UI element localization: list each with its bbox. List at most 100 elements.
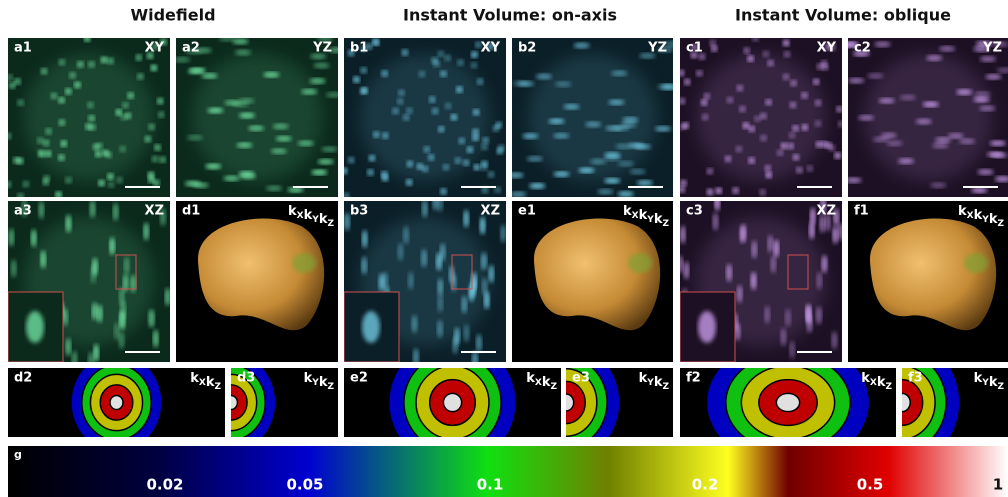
- bead: [518, 81, 534, 87]
- bead: [382, 132, 389, 139]
- bead: [454, 157, 461, 164]
- bead: [790, 80, 797, 87]
- bead: [628, 142, 644, 148]
- k-symbol: k: [304, 371, 313, 386]
- colorbar-tick-label: 1: [993, 476, 1003, 494]
- bead: [88, 115, 95, 122]
- bead: [437, 320, 443, 338]
- bead: [55, 191, 62, 198]
- panel-image: [344, 193, 506, 370]
- bead: [65, 88, 72, 95]
- bead: [445, 102, 452, 109]
- panel-image: [848, 201, 1008, 362]
- inset-bead: [362, 311, 380, 343]
- bead: [472, 134, 479, 141]
- bead: [930, 182, 946, 188]
- bead: [397, 98, 404, 105]
- bead: [985, 74, 1001, 80]
- bead: [422, 200, 428, 218]
- bead: [529, 183, 545, 189]
- bead: [240, 174, 256, 180]
- bead: [158, 111, 165, 118]
- bead: [932, 143, 948, 149]
- bead: [362, 230, 368, 248]
- bead: [38, 201, 44, 219]
- bead: [815, 141, 822, 148]
- bead: [706, 168, 713, 175]
- bead: [127, 92, 134, 99]
- k-subscript: Z: [327, 382, 334, 392]
- bead: [107, 57, 114, 64]
- bead: [17, 193, 24, 200]
- bead: [450, 114, 457, 121]
- bead: [481, 164, 488, 171]
- bead: [65, 177, 72, 184]
- k-symbol: k: [639, 371, 648, 386]
- panel-label: c3: [686, 204, 703, 219]
- bead: [618, 191, 634, 197]
- panel-image: [8, 353, 225, 452]
- bead: [45, 150, 52, 157]
- bead: [144, 135, 151, 142]
- bead: [263, 72, 279, 78]
- bead: [935, 137, 951, 143]
- otf-spot: [628, 253, 652, 273]
- bead: [762, 51, 769, 58]
- bead: [916, 119, 932, 125]
- bead: [481, 252, 487, 270]
- bead: [98, 180, 105, 187]
- bead: [341, 167, 348, 174]
- bead: [413, 348, 419, 366]
- bead: [555, 81, 571, 87]
- bead: [406, 107, 413, 114]
- bead: [618, 161, 634, 167]
- bead: [726, 264, 732, 282]
- k-subscript: X: [870, 378, 877, 388]
- bead: [748, 157, 755, 164]
- panel-label: d2: [14, 371, 32, 386]
- bead: [677, 256, 683, 274]
- panel-label: e3: [572, 371, 590, 386]
- otf-spot: [292, 253, 316, 273]
- bead: [785, 309, 791, 327]
- bead: [398, 89, 405, 96]
- bead: [90, 200, 96, 218]
- bead: [440, 188, 447, 195]
- otf-level: [443, 393, 461, 411]
- bead: [508, 172, 524, 178]
- bead: [590, 158, 606, 164]
- column-title: Instant Volume: on-axis: [403, 6, 617, 25]
- bead: [37, 149, 44, 156]
- bead: [471, 51, 478, 58]
- bead: [150, 64, 157, 71]
- bead: [476, 334, 482, 352]
- bead: [58, 154, 65, 161]
- panel-label: d1: [182, 204, 200, 219]
- bead: [382, 272, 388, 290]
- panel-image: [5, 35, 170, 200]
- k-symbol: k: [989, 212, 998, 227]
- bead: [188, 68, 204, 74]
- bead: [536, 73, 552, 79]
- bead: [867, 73, 883, 79]
- bead: [806, 165, 813, 172]
- bead: [406, 160, 413, 167]
- bead: [973, 96, 989, 102]
- panel: f1kXkYkZ: [848, 201, 1008, 362]
- bead: [408, 272, 414, 290]
- bead: [770, 255, 776, 273]
- bead: [978, 169, 994, 175]
- bead: [482, 277, 488, 295]
- panel-image: [841, 38, 1008, 197]
- bead: [741, 224, 747, 242]
- bead: [165, 288, 171, 306]
- bead: [124, 257, 130, 275]
- bead: [31, 229, 37, 247]
- bead: [683, 261, 689, 279]
- bead: [58, 119, 65, 126]
- bead: [135, 54, 142, 61]
- bead: [157, 98, 164, 105]
- bead: [236, 142, 252, 148]
- bead: [437, 278, 443, 296]
